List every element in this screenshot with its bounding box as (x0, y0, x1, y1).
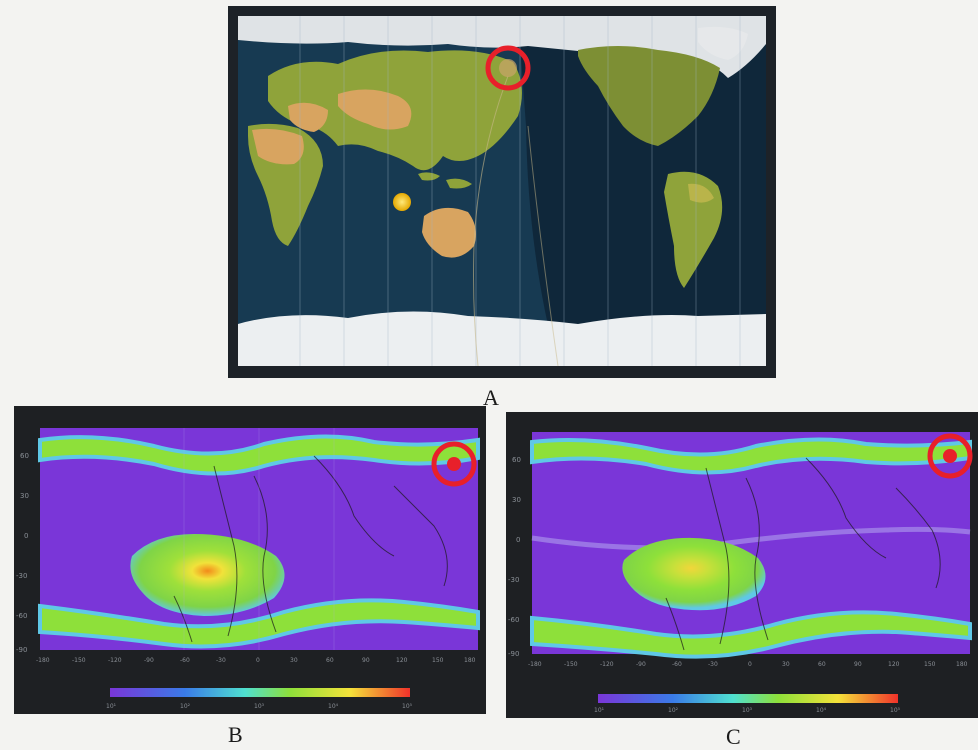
indonesia-islands (418, 172, 440, 181)
x-tick: 90 (854, 661, 862, 668)
coastline-traces (665, 457, 941, 651)
x-axis-ticks: -180 -150 -120 -90 -60 -30 0 30 60 90 12… (528, 661, 968, 668)
middle-east-desert (288, 102, 328, 132)
x-tick: -120 (600, 661, 614, 668)
colorbar-tick: 10³ (742, 707, 753, 714)
x-tick: -90 (144, 657, 154, 664)
x-tick: -90 (636, 661, 646, 668)
caption-a: A (483, 385, 499, 410)
x-tick: -30 (216, 657, 226, 664)
south-atlantic-anomaly (622, 537, 766, 611)
northern-radiation-belt (38, 434, 480, 476)
y-tick: -60 (16, 612, 27, 620)
x-tick: -180 (36, 657, 50, 664)
x-tick: 60 (818, 661, 826, 668)
colorbar (598, 694, 898, 703)
greenland (698, 26, 748, 60)
antarctica (238, 311, 766, 366)
x-tick: 30 (290, 657, 298, 664)
y-tick: 60 (512, 456, 521, 464)
north-america-landmass (578, 46, 720, 146)
indonesia-islands-east (446, 178, 472, 189)
terminator-line (527, 125, 559, 367)
flux-grid (183, 428, 335, 650)
x-tick: 90 (362, 657, 370, 664)
meridian-grid (299, 16, 741, 366)
x-tick: 150 (924, 661, 936, 668)
flux-map-c: 60 30 0 -30 -60 -90 -180 -150 -120 -90 -… (506, 412, 978, 718)
x-tick: -120 (108, 657, 122, 664)
x-tick: 0 (256, 657, 260, 664)
x-tick: -30 (708, 661, 718, 668)
x-axis-ticks: -180 -150 -120 -90 -60 -30 0 30 60 90 12… (36, 657, 476, 664)
red-ring-marker (927, 433, 973, 479)
colorbar-tick: 10⁴ (328, 703, 339, 710)
sahara-desert (252, 128, 304, 165)
caption-b: B (228, 722, 243, 747)
x-tick: 180 (464, 657, 476, 664)
colorbar-tick: 10² (180, 703, 191, 710)
x-tick: -180 (528, 661, 542, 668)
caption-c: C (726, 724, 741, 749)
x-tick: 0 (748, 661, 752, 668)
red-ring-marker (431, 441, 477, 487)
x-tick: 30 (782, 661, 790, 668)
coastline-traces (173, 455, 448, 643)
x-tick: -150 (72, 657, 86, 664)
panel-a-world-map (228, 6, 776, 378)
colorbar-tick: 10⁵ (402, 703, 413, 710)
y-tick: -90 (16, 646, 27, 654)
x-tick: -60 (180, 657, 190, 664)
x-tick: 120 (888, 661, 900, 668)
y-tick: 0 (516, 536, 520, 544)
orbit-track (473, 75, 509, 367)
y-tick: -90 (508, 650, 519, 658)
marked-region (499, 59, 517, 77)
y-tick: 30 (20, 492, 29, 500)
panel-c-flux-map: 60 30 0 -30 -60 -90 -180 -150 -120 -90 -… (506, 412, 978, 718)
marker-dot (447, 457, 461, 471)
flux-map-b: 60 30 0 -30 -60 -90 -180 -150 -120 -90 -… (14, 406, 486, 714)
x-tick: 180 (956, 661, 968, 668)
colorbar-tick: 10⁴ (816, 707, 827, 714)
equatorial-band (531, 526, 971, 551)
south-atlantic-anomaly (130, 534, 285, 616)
southern-radiation-belt (38, 598, 480, 649)
colorbar-tick: 10¹ (106, 703, 117, 710)
y-tick: -30 (16, 572, 27, 580)
australia-landmass (422, 207, 476, 258)
colorbar-ticks: 10¹ 10² 10³ 10⁴ 10⁵ (594, 707, 901, 714)
central-asia-desert (338, 89, 412, 130)
colorbar-tick: 10¹ (594, 707, 605, 714)
y-axis-ticks: 60 30 0 -30 -60 -90 (508, 456, 521, 658)
x-tick: 120 (396, 657, 408, 664)
y-tick: 30 (512, 496, 521, 504)
colorbar-ticks: 10¹ 10² 10³ 10⁴ 10⁵ (106, 703, 413, 710)
world-map-image (228, 6, 776, 378)
y-axis-ticks: 60 30 0 -30 -60 -90 (16, 452, 29, 654)
x-tick: -150 (564, 661, 578, 668)
panel-b-flux-map: 60 30 0 -30 -60 -90 -180 -150 -120 -90 -… (14, 406, 486, 714)
yellow-spot (393, 193, 411, 211)
colorbar-tick: 10² (668, 707, 679, 714)
x-tick: 60 (326, 657, 334, 664)
y-tick: -60 (508, 616, 519, 624)
colorbar-tick: 10⁵ (890, 707, 901, 714)
colorbar-tick: 10³ (254, 703, 265, 710)
y-tick: -30 (508, 576, 519, 584)
southern-radiation-belt (530, 610, 972, 659)
x-tick: 150 (432, 657, 444, 664)
x-tick: -60 (672, 661, 682, 668)
red-ring-marker (485, 45, 531, 91)
colorbar (110, 688, 410, 697)
amazon-region (688, 183, 714, 203)
marker-dot (943, 449, 957, 463)
y-tick: 0 (24, 532, 28, 540)
y-tick: 60 (20, 452, 29, 460)
